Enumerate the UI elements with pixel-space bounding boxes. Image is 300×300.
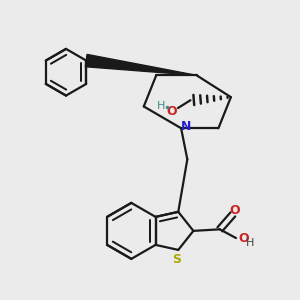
Text: O: O (238, 232, 249, 245)
Text: H: H (157, 101, 165, 112)
Text: S: S (172, 253, 181, 266)
Text: O: O (167, 105, 177, 118)
Text: H: H (246, 238, 254, 248)
Text: O: O (229, 204, 240, 217)
Polygon shape (85, 54, 197, 75)
Text: N: N (181, 120, 191, 133)
